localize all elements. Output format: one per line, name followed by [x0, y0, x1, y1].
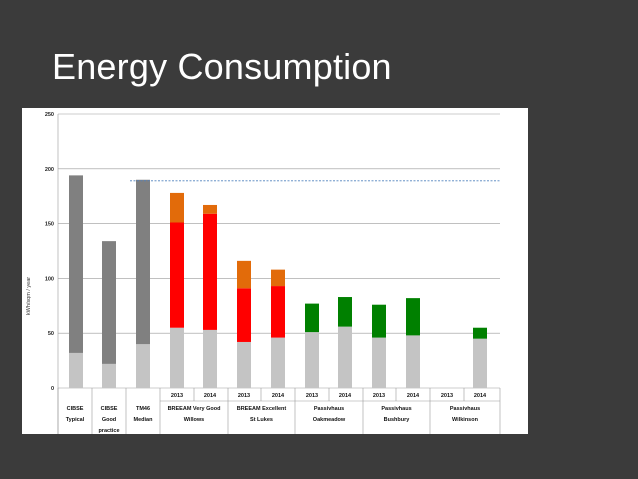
bar-segment	[271, 286, 285, 338]
bar-segment	[372, 337, 386, 388]
bar-segment	[102, 363, 116, 388]
bar-segment	[170, 192, 184, 223]
year-label: 2013	[238, 393, 250, 399]
bar-segment	[271, 337, 285, 388]
category-label: CIBSE	[67, 406, 84, 412]
bar-segment	[237, 288, 251, 342]
bar-segment	[237, 260, 251, 289]
bar-segment	[305, 303, 319, 333]
category-label: Median	[134, 417, 154, 423]
bar-segment	[136, 344, 150, 388]
bar-segment	[170, 327, 184, 388]
bar-segment	[203, 329, 217, 388]
category-label: BREEAM Very Good	[168, 406, 221, 412]
chart-panel: 0 50 100 150 200 250 2013 2014 2013 2014 2013 2014…	[22, 108, 528, 434]
category-label: TM46	[136, 406, 150, 412]
category-axis: 2013 2014 2013 2014 2013 2014 2013 2014 2013 2014…	[57, 388, 501, 434]
category-label: Passivhaus	[314, 406, 344, 412]
bar-segment	[102, 241, 116, 364]
category-label: Good	[102, 417, 116, 423]
year-label: 2014	[272, 393, 285, 399]
category-label: Wilkinson	[452, 417, 479, 423]
bar-segment	[170, 222, 184, 328]
category-label: practice	[98, 428, 119, 434]
bar-segment	[406, 335, 420, 388]
y-tick-label: 150	[45, 222, 54, 228]
category-label: Bushbury	[384, 417, 411, 423]
bar-segment	[406, 298, 420, 336]
y-axis-ticks: 0 50 100 150 200 250	[45, 112, 54, 392]
bar-layer	[69, 175, 487, 388]
y-tick-label: 200	[45, 167, 54, 173]
year-label: 2014	[407, 393, 420, 399]
category-label: Willows	[184, 417, 204, 423]
category-label: Oakmeadow	[313, 417, 346, 423]
slide-title: Energy Consumption	[52, 46, 392, 87]
y-tick-label: 250	[45, 112, 54, 118]
year-label: 2014	[474, 393, 487, 399]
category-label: CIBSE	[101, 406, 118, 412]
energy-chart: 0 50 100 150 200 250 2013 2014 2013 2014 2013 2014…	[26, 112, 501, 434]
bar-segment	[338, 326, 352, 388]
category-label: St Lukes	[250, 417, 273, 423]
year-label: 2013	[171, 393, 183, 399]
bar-segment	[473, 327, 487, 339]
category-label: BREEAM Excellent	[237, 406, 287, 412]
year-label: 2013	[441, 393, 453, 399]
y-axis-label: kWh/sqm / year	[26, 277, 32, 315]
category-label: Typical	[66, 417, 85, 423]
bar-segment	[473, 338, 487, 388]
bar-segment	[338, 297, 352, 327]
bar-segment	[237, 341, 251, 388]
bar-segment	[203, 213, 217, 330]
y-tick-label: 50	[48, 331, 54, 337]
bar-segment	[69, 175, 83, 353]
bar-segment	[69, 352, 83, 388]
category-label: Passivhaus	[450, 406, 480, 412]
y-tick-label: 0	[51, 386, 54, 392]
year-label: 2013	[373, 393, 385, 399]
bar-segment	[203, 204, 217, 214]
bar-segment	[271, 269, 285, 287]
year-label: 2013	[306, 393, 318, 399]
year-label: 2014	[339, 393, 352, 399]
bar-segment	[372, 304, 386, 338]
bar-segment	[136, 179, 150, 345]
year-label: 2014	[204, 393, 217, 399]
category-label: Passivhaus	[381, 406, 411, 412]
y-tick-label: 100	[45, 276, 54, 282]
bar-segment	[305, 332, 319, 388]
